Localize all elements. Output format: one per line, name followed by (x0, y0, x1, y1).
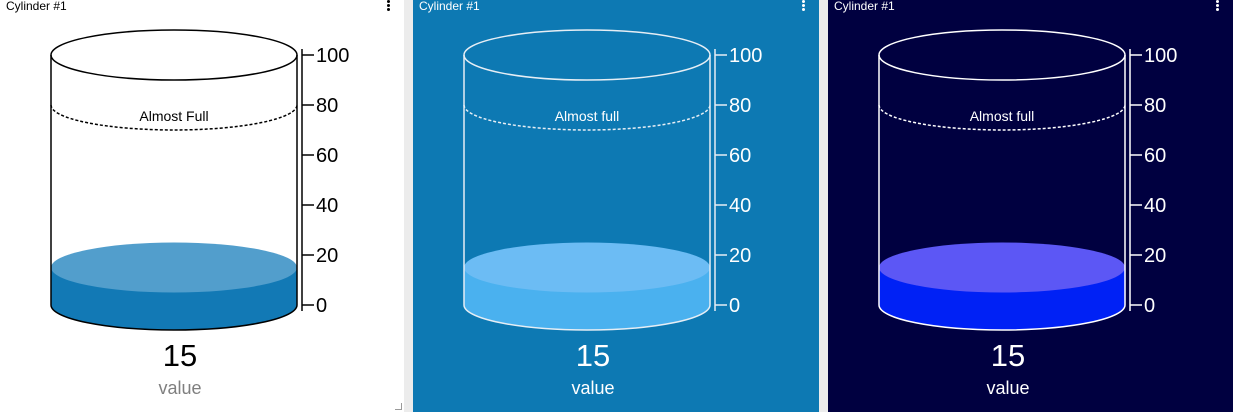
tick-label: 100 (729, 45, 762, 67)
tick-label: 40 (729, 195, 751, 217)
more-options-icon[interactable] (1216, 0, 1220, 12)
cylinder-body (878, 55, 1126, 331)
widget-title: Cylinder #1 (419, 0, 480, 13)
cylinder-top (463, 29, 711, 81)
cylinder-gauge: Almost full 100 80 60 40 20 0 (463, 29, 762, 331)
cylinder-gauge: Almost full 100 80 60 40 20 0 (878, 29, 1177, 331)
resize-handle-icon[interactable] (395, 403, 402, 410)
tick-label: 20 (316, 245, 338, 267)
tick-label: 40 (316, 195, 338, 217)
cylinder-body (463, 55, 711, 331)
tick-label: 0 (316, 295, 327, 317)
liquid-surface (51, 242, 297, 293)
tick-label: 80 (316, 95, 338, 117)
more-options-icon[interactable] (802, 0, 806, 12)
cylinder-body (50, 55, 298, 331)
tick-label: 100 (316, 45, 349, 67)
gauge-value: 15 (990, 338, 1026, 373)
widget-title: Cylinder #1 (834, 0, 895, 13)
cylinder-widget: Cylinder #1 Almost Full 100 80 60 40 20 0 15 v… (0, 0, 404, 412)
cylinder-widget: Cylinder #1 Almost full 100 80 60 40 20 0 15 v… (413, 0, 819, 412)
tick-label: 0 (729, 295, 740, 317)
tick-label: 0 (1144, 295, 1155, 317)
tick-label: 100 (1144, 45, 1177, 67)
tick-label: 60 (729, 145, 751, 167)
gauge-value: 15 (575, 338, 611, 373)
tick-label: 40 (1144, 195, 1166, 217)
gauge-value: 15 (162, 338, 198, 373)
threshold-label: Almost Full (139, 108, 208, 124)
tick-label: 60 (1144, 145, 1166, 167)
gauge-value-label: value (158, 378, 202, 398)
cylinder-gauge: Almost Full 100 80 60 40 20 0 (50, 29, 349, 331)
gauge-value-label: value (571, 378, 615, 398)
tick-label: 20 (1144, 245, 1166, 267)
cylinder-top (50, 29, 298, 81)
tick-label: 60 (316, 145, 338, 167)
tick-label: 80 (729, 95, 751, 117)
threshold-label: Almost full (970, 108, 1035, 124)
widget-title: Cylinder #1 (6, 0, 67, 13)
cylinder-top (878, 29, 1126, 81)
liquid-surface (879, 242, 1125, 293)
tick-label: 80 (1144, 95, 1166, 117)
gauge-value-label: value (986, 378, 1030, 398)
more-options-icon[interactable] (387, 0, 391, 12)
liquid-surface (464, 242, 710, 293)
cylinder-widget: Cylinder #1 Almost full 100 80 60 40 20 0 15 v… (828, 0, 1233, 412)
threshold-label: Almost full (555, 108, 620, 124)
tick-label: 20 (729, 245, 751, 267)
